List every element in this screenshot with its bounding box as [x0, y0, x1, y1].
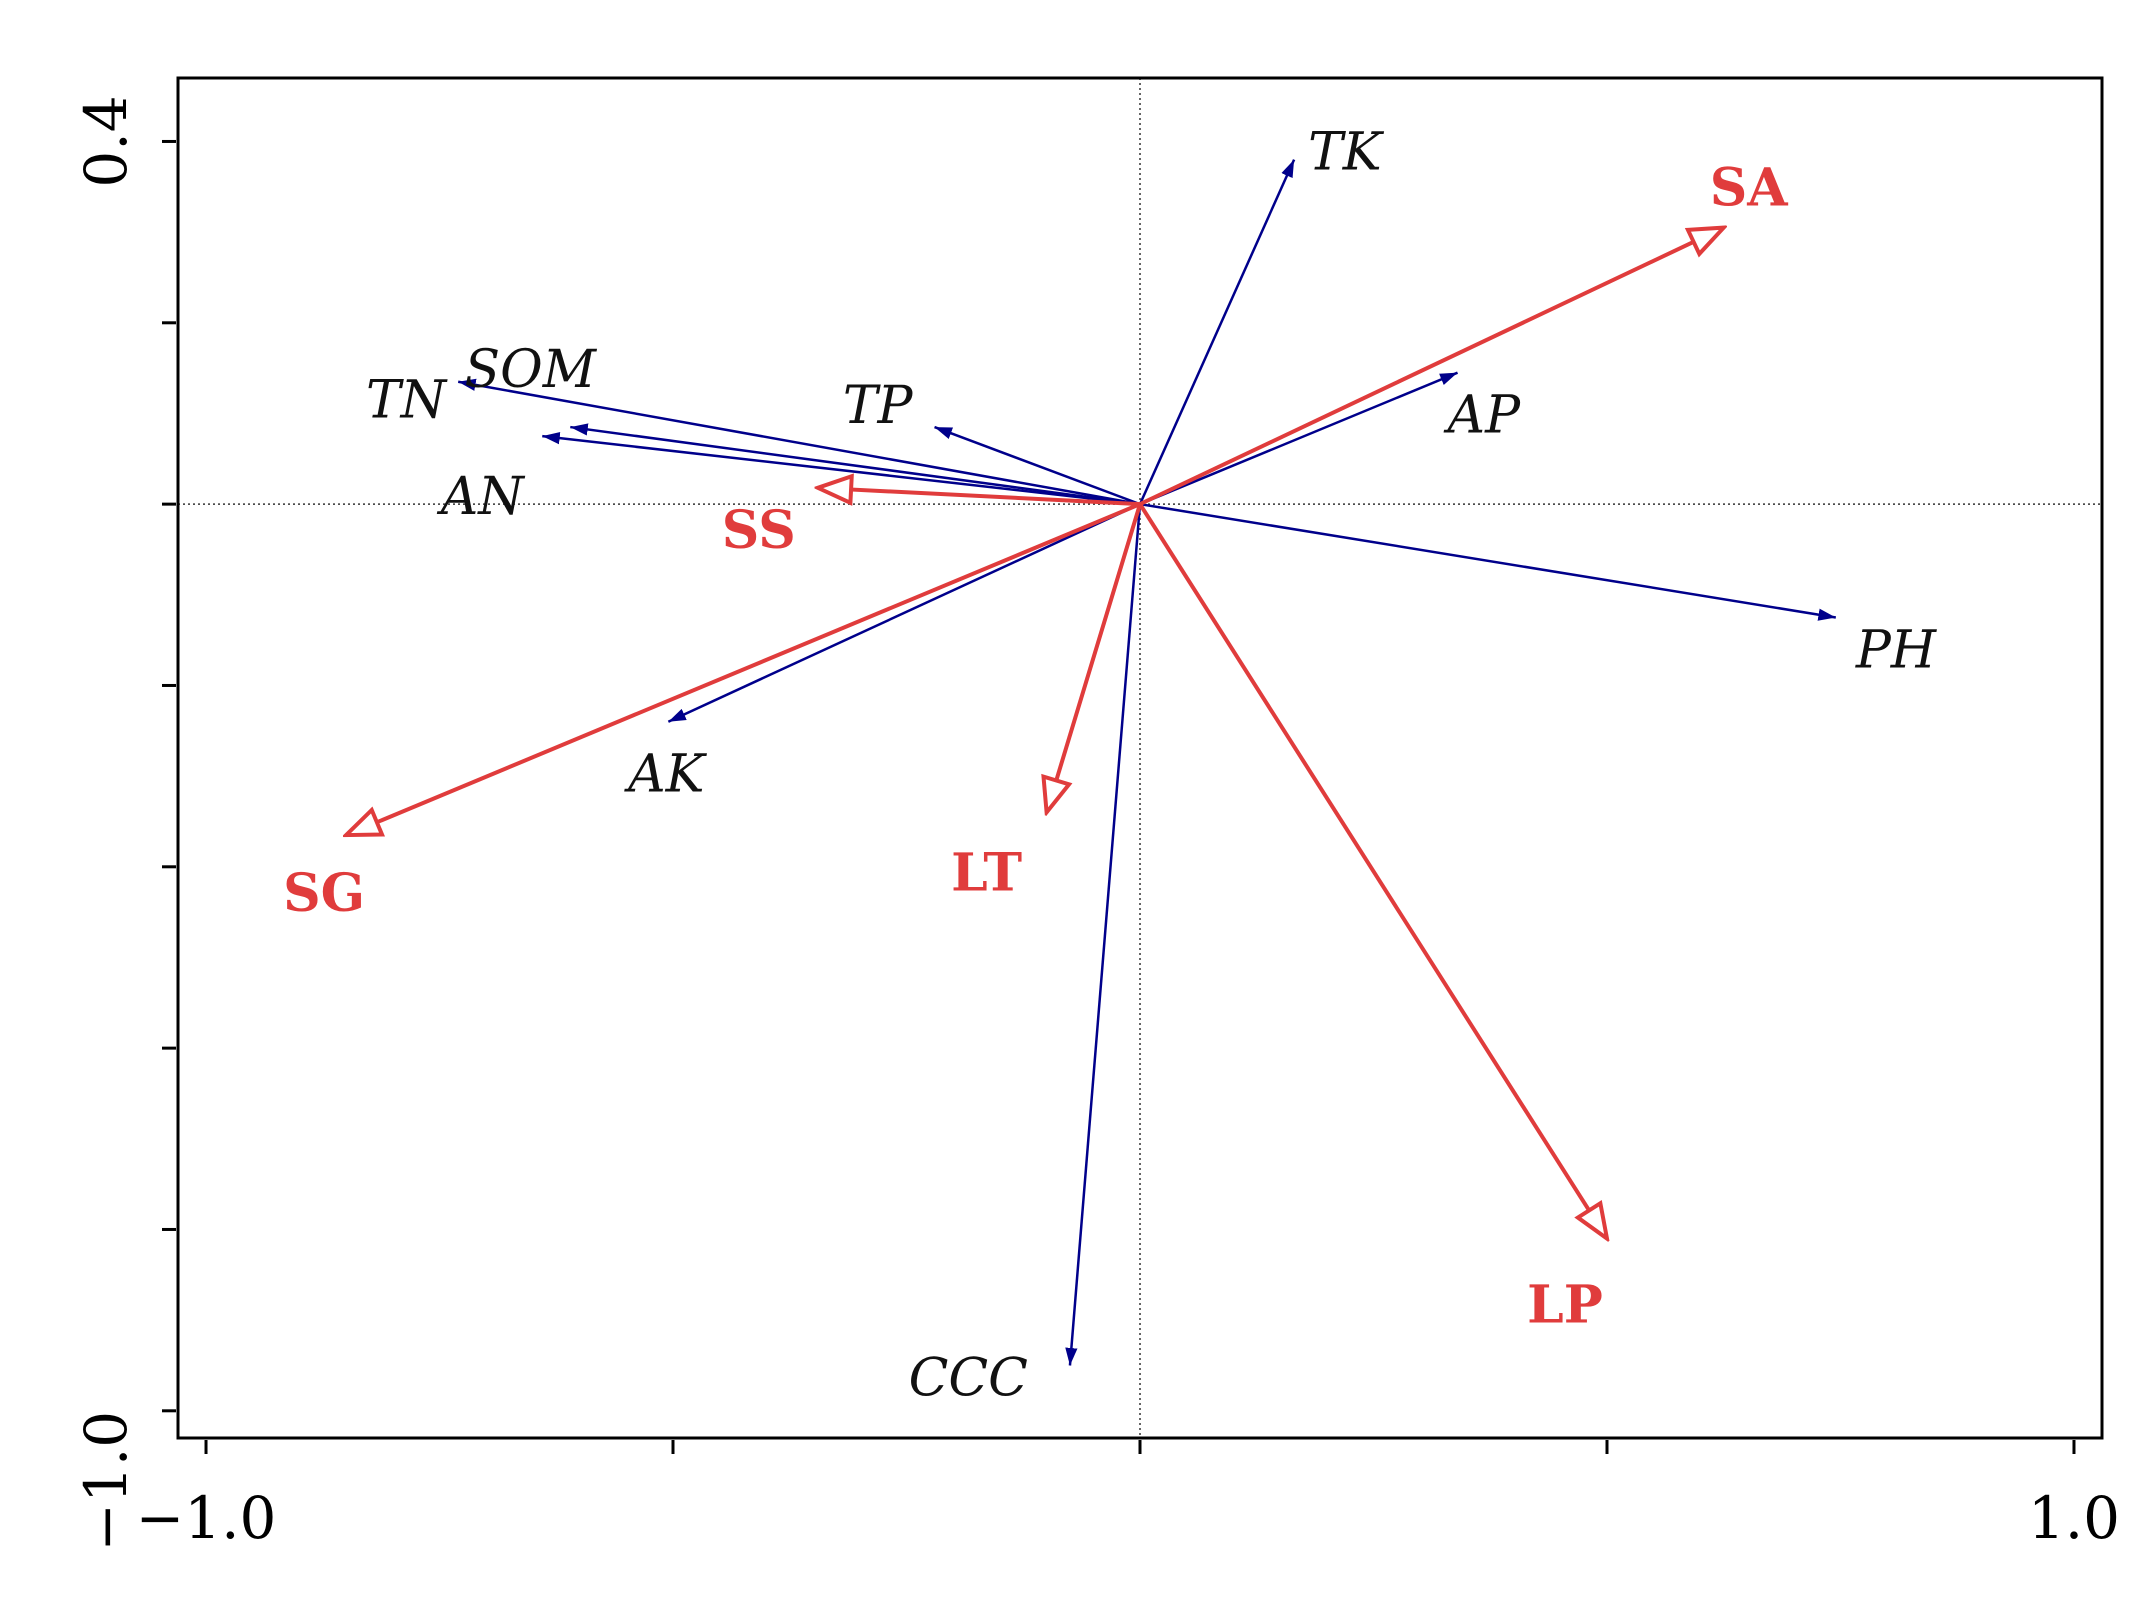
factor-arrow-lt	[1047, 503, 1142, 812]
x-tick-label: −1.0	[136, 1484, 277, 1552]
factor-label-lp: LP	[1527, 1275, 1603, 1336]
vector-label-ccc: CCC	[909, 1348, 1028, 1408]
vector-arrow-ph	[1139, 502, 1837, 621]
zero-lines	[178, 78, 2102, 1438]
vector-arrow-tk	[1138, 159, 1296, 505]
soil-vectors: TK TN SOM AN TP AP PH AK CCC	[366, 123, 1938, 1409]
factor-label-lt: LT	[951, 842, 1022, 903]
vector-label-tn: TN	[366, 371, 448, 431]
axis-ticks: −1.0 1.0 −1.0 0.4	[72, 95, 2120, 1552]
vector-arrow-tn	[457, 378, 1141, 506]
factor-label-ss: SS	[722, 500, 796, 561]
vector-label-ph: PH	[1855, 620, 1938, 680]
y-tick-label: 0.4	[72, 95, 140, 187]
vector-arrow-ccc	[1065, 504, 1142, 1366]
x-tick-label: 1.0	[2028, 1484, 2120, 1552]
vector-label-ap: AP	[1444, 386, 1522, 446]
vector-arrow-ap	[1139, 371, 1459, 506]
factor-label-sa: SA	[1710, 158, 1789, 219]
factor-vectors: SA SS SG LT LP	[283, 158, 1788, 1336]
vector-label-ak: AK	[624, 745, 708, 805]
vector-label-tp: TP	[843, 376, 914, 436]
factor-arrow-sa	[1139, 228, 1724, 506]
plot-frame	[176, 76, 2104, 1440]
factor-arrow-ss	[818, 488, 1141, 507]
factor-arrow-sg	[346, 502, 1141, 835]
vector-arrow-an	[542, 432, 1141, 506]
vector-label-an: AN	[437, 467, 526, 527]
vector-arrow-ak	[667, 502, 1141, 723]
y-tick-label: −1.0	[72, 1411, 140, 1552]
vector-label-tk: TK	[1308, 123, 1385, 183]
factor-label-sg: SG	[283, 863, 365, 924]
factor-arrow-lp	[1138, 503, 1607, 1238]
vector-label-som: SOM	[465, 340, 598, 400]
vector-arrow-tp	[934, 425, 1141, 506]
vector-arrow-som	[570, 423, 1141, 506]
